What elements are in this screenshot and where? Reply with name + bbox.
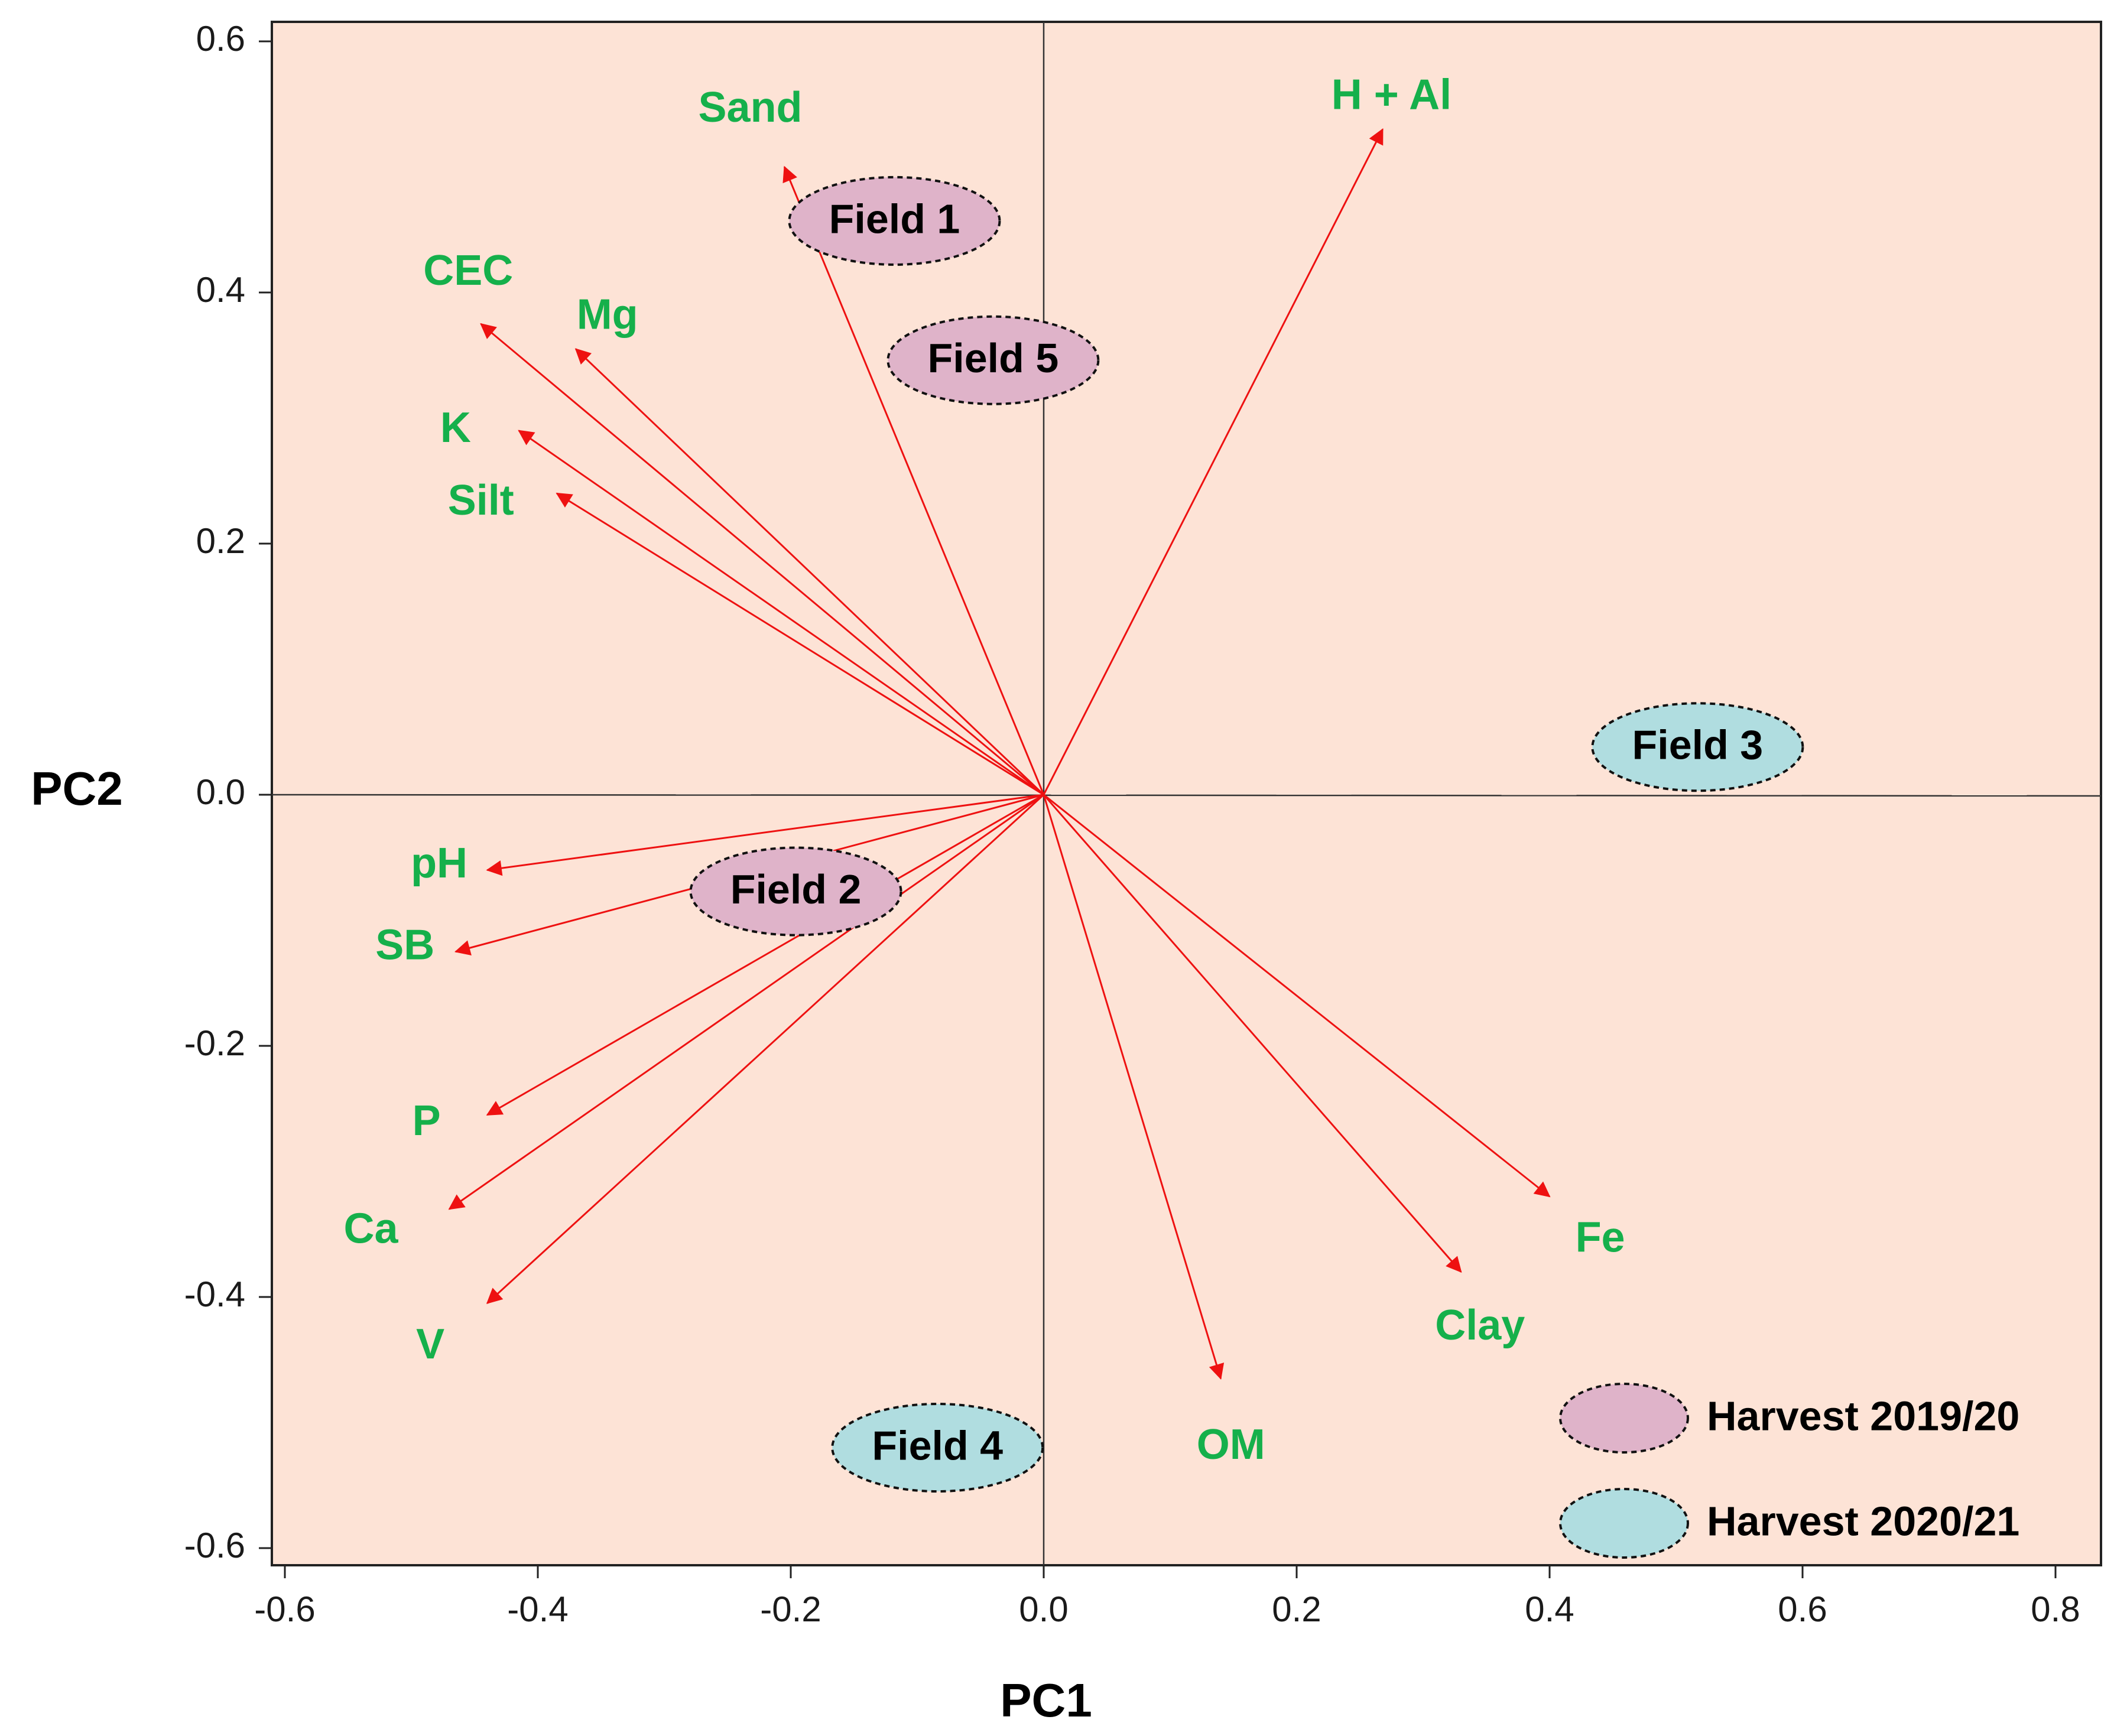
plot-area (271, 21, 2102, 1566)
x-tick-label: 0.0 (1019, 1589, 1068, 1629)
field-marker-field-4: Field 4 (831, 1403, 1044, 1493)
vector-label-k: K (440, 404, 471, 451)
x-tick-label: -0.2 (760, 1589, 821, 1629)
vector-k (518, 430, 1044, 796)
field-ellipse-field-2 (689, 846, 902, 937)
loading-vectors (448, 128, 1551, 1380)
x-axis-title: PC1 (1000, 1674, 1092, 1727)
vector-silt (556, 492, 1044, 796)
vector-label-ca: Ca (343, 1205, 398, 1253)
x-tick-label: 0.2 (1272, 1589, 1321, 1629)
vector-label-v: V (416, 1321, 444, 1368)
vector-label-cec: CEC (423, 247, 513, 294)
vector-fe (1043, 794, 1551, 1198)
field-label-field-2: Field 2 (730, 866, 862, 912)
vector-label-ph: pH (411, 840, 467, 887)
field-marker-field-1: Field 1 (788, 175, 1001, 266)
legend-label-harvest-2020-21: Harvest 2020/21 (1707, 1498, 2019, 1544)
vector-label-h-al: H + Al (1332, 71, 1451, 119)
y-tick-label: 0.6 (196, 19, 245, 58)
field-label-field-3: Field 3 (1632, 722, 1764, 768)
vector-p (486, 794, 1044, 1116)
field-label-field-4: Field 4 (872, 1422, 1003, 1468)
y-tick-label: 0.0 (196, 772, 245, 812)
horizontal-zero-line (271, 794, 2102, 797)
legend-swatch-harvest-2019-20 (1559, 1383, 1689, 1454)
field-scores: Field 1 Field 5 Field 2 Field 3 Field 4 (689, 175, 1804, 1493)
legend-entry-harvest-2019-20: Harvest 2019/20 (1559, 1383, 2019, 1454)
vector-label-p: P (413, 1097, 441, 1145)
y-tick-label: -0.2 (184, 1023, 245, 1063)
field-marker-field-5: Field 5 (886, 315, 1100, 405)
y-tick-label: -0.6 (184, 1526, 245, 1565)
x-tick-label: 0.4 (1525, 1589, 1574, 1629)
vector-label-sb: SB (375, 921, 434, 968)
legend-entry-harvest-2020-21: Harvest 2020/21 (1559, 1488, 2019, 1559)
vector-label-clay: Clay (1435, 1302, 1525, 1349)
field-ellipse-field-4 (831, 1403, 1044, 1493)
field-marker-field-2: Field 2 (689, 846, 902, 937)
legend-swatch-harvest-2020-21 (1559, 1488, 1689, 1559)
vector-ca (448, 794, 1044, 1210)
vector-v (486, 794, 1045, 1304)
vector-clay (1043, 794, 1462, 1273)
vector-label-fe: Fe (1576, 1214, 1625, 1261)
x-tick-label: 0.8 (2031, 1589, 2080, 1629)
y-axis-title: PC2 (31, 762, 123, 815)
vector-label-silt: Silt (448, 477, 514, 524)
vector-label-mg: Mg (577, 291, 638, 339)
field-marker-field-3: Field 3 (1591, 702, 1804, 792)
legend-label-harvest-2019-20: Harvest 2019/20 (1707, 1393, 2019, 1439)
x-axis-ticks: -0.6 -0.4 -0.2 0.0 0.2 0.4 0.6 0.8 (254, 1565, 2080, 1629)
legend: Harvest 2019/20 Harvest 2020/21 (1559, 1383, 2019, 1559)
y-tick-label: 0.2 (196, 521, 245, 561)
y-tick-label: -0.4 (184, 1275, 245, 1314)
field-ellipse-field-3 (1591, 702, 1804, 792)
y-tick-label: 0.4 (196, 270, 245, 310)
vector-cec (480, 323, 1044, 796)
field-ellipse-field-5 (886, 315, 1100, 405)
field-label-field-5: Field 5 (928, 335, 1059, 381)
vector-label-sand: Sand (699, 84, 803, 131)
loading-vector-labels: Sand H + Al CEC Mg K Silt pH SB P Ca V OM Clay Fe (343, 71, 1625, 1468)
vector-om (1043, 794, 1225, 1380)
x-tick-label: -0.4 (507, 1589, 568, 1629)
x-tick-label: -0.6 (254, 1589, 315, 1629)
field-ellipse-field-1 (788, 175, 1001, 266)
vector-ph (486, 794, 1044, 876)
vector-sand (782, 165, 1045, 795)
vector-label-om: OM (1197, 1421, 1265, 1468)
vector-h-al (1043, 128, 1384, 795)
y-axis-ticks: 0.6 0.4 0.2 0.0 -0.2 -0.4 -0.6 (184, 19, 272, 1565)
vector-mg (574, 348, 1045, 796)
x-tick-label: 0.6 (1778, 1589, 1827, 1629)
field-label-field-1: Field 1 (829, 196, 960, 242)
